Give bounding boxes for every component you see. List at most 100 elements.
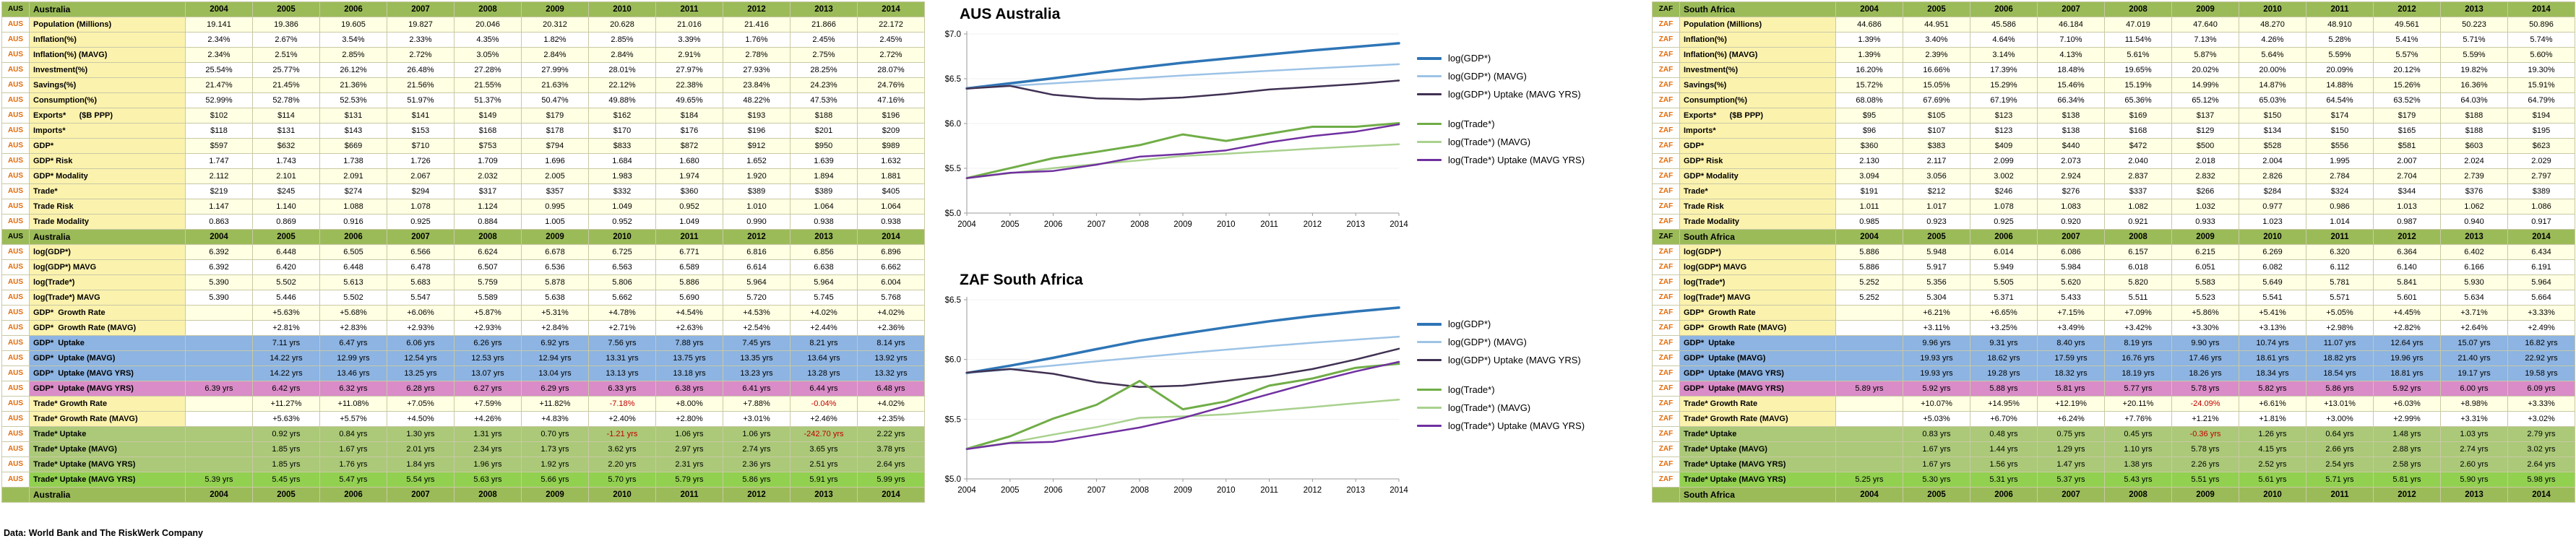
value-cell: $168 bbox=[2104, 123, 2172, 139]
value-cell: 19.28 yrs bbox=[1970, 365, 2038, 381]
value-cell: 6.624 bbox=[454, 244, 522, 260]
table-row: ZAF Savings(%) 15.72% 15.05% 15.29% 15.46% 15.… bbox=[1652, 77, 2575, 93]
table-row: ZAF Trade* Uptake (MAVG YRS) 1.67 yrs 1.56 … bbox=[1652, 456, 2575, 472]
value-cell: 0.933 bbox=[2171, 214, 2239, 230]
value-cell: +6.03% bbox=[2373, 396, 2441, 412]
value-cell: $581 bbox=[2373, 138, 2441, 154]
country-code-cell: AUS bbox=[1, 138, 30, 154]
value-cell: 2.024 bbox=[2440, 153, 2508, 169]
value-cell bbox=[1835, 335, 1903, 351]
legend-label: log(Trade*) bbox=[1448, 118, 1495, 129]
value-cell: 5.47 yrs bbox=[319, 472, 387, 488]
value-cell: 5.54 yrs bbox=[387, 472, 455, 488]
country-code-cell: AUS bbox=[1, 17, 30, 33]
value-cell: 2.45% bbox=[790, 32, 858, 48]
value-cell bbox=[1835, 305, 1903, 321]
legend-label: log(GDP*) (MAVG) bbox=[1448, 71, 1527, 82]
value-cell: 5.820 bbox=[2104, 274, 2172, 290]
data-source-caption: Data: World Bank and The RiskWerk Compan… bbox=[4, 528, 203, 538]
value-cell: 6.856 bbox=[790, 244, 858, 260]
value-cell: 1.005 bbox=[521, 214, 589, 230]
value-cell: 5.620 bbox=[2037, 274, 2105, 290]
value-cell: 5.964 bbox=[723, 274, 791, 290]
series-line bbox=[965, 347, 1400, 388]
country-code-cell: AUS bbox=[1, 214, 30, 230]
value-cell: $191 bbox=[1835, 183, 1903, 199]
table-header-row: AUS Australia 2004 2005 2006 2007 2008 2009 2010… bbox=[1, 1, 925, 17]
value-cell: +5.57% bbox=[319, 411, 387, 427]
year-header-cell: 2009 bbox=[2171, 229, 2239, 245]
table-row: AUS Population (Millions) 19.141 19.386 19.6… bbox=[1, 17, 925, 33]
country-code-cell: AUS bbox=[1, 153, 30, 169]
value-cell: 5.31 yrs bbox=[1970, 472, 2038, 488]
table-row: ZAF Population (Millions) 44.686 44.951 45.5… bbox=[1652, 17, 2575, 33]
legend-label: log(GDP*) (MAVG) bbox=[1448, 337, 1527, 347]
year-header-cell: 2004 bbox=[1835, 487, 1903, 503]
value-cell: 51.37% bbox=[454, 92, 522, 108]
value-cell: 1.06 yrs bbox=[655, 426, 723, 442]
table-row: AUS Trade* $219 $245 $274 $294 $317 $357 $332 $36… bbox=[1, 183, 925, 199]
year-header-cell: 2013 bbox=[790, 1, 858, 17]
value-cell: 1.983 bbox=[588, 168, 656, 184]
country-code-cell: AUS bbox=[1, 396, 30, 412]
value-cell: 6.563 bbox=[588, 259, 656, 275]
value-cell: +4.02% bbox=[857, 396, 925, 412]
value-cell: +4.02% bbox=[790, 305, 858, 321]
country-code-cell: ZAF bbox=[1652, 426, 1680, 442]
value-cell: 27.28% bbox=[454, 62, 522, 78]
value-cell: 17.59 yrs bbox=[2037, 350, 2105, 366]
row-label: log(Trade*) bbox=[1679, 274, 1836, 290]
value-cell: 46.184 bbox=[2037, 17, 2105, 33]
value-cell: 2.64 yrs bbox=[857, 456, 925, 472]
value-cell bbox=[1835, 456, 1903, 472]
value-cell: 15.72% bbox=[1835, 77, 1903, 93]
value-cell: 1.82% bbox=[521, 32, 589, 48]
value-cell: 7.56 yrs bbox=[588, 335, 656, 351]
value-cell: 8.40 yrs bbox=[2037, 335, 2105, 351]
value-cell: -1.21 yrs bbox=[588, 426, 656, 442]
series-line bbox=[965, 79, 1400, 100]
value-cell: 12.54 yrs bbox=[387, 350, 455, 366]
value-cell: 5.64% bbox=[2239, 47, 2306, 63]
table-row: ZAF Trade* Growth Rate (MAVG) +5.03% +6.70%… bbox=[1652, 411, 2575, 427]
value-cell: 2.91% bbox=[655, 47, 723, 63]
value-cell: 6.48 yrs bbox=[857, 381, 925, 397]
series-line bbox=[965, 143, 1400, 179]
value-cell: 1.064 bbox=[790, 199, 858, 215]
value-cell: 4.13% bbox=[2037, 47, 2105, 63]
value-cell: 65.12% bbox=[2171, 92, 2239, 108]
value-cell: 28.01% bbox=[588, 62, 656, 78]
legend-label: log(Trade*) Uptake (MAVG YRS) bbox=[1448, 420, 1585, 431]
y-tick-label: $6.5 bbox=[945, 75, 961, 84]
value-cell: $710 bbox=[387, 138, 455, 154]
value-cell: 0.84 yrs bbox=[319, 426, 387, 442]
charts-panel: AUS Australia $7.0 $6.5 $6.0 $5.5 $5.0 2004 20… bbox=[931, 0, 1650, 541]
value-cell: 27.97% bbox=[655, 62, 723, 78]
value-cell: 5.390 bbox=[185, 290, 253, 306]
value-cell: 22.38% bbox=[655, 77, 723, 93]
value-cell: 1.29 yrs bbox=[2037, 441, 2105, 457]
value-cell: 5.60% bbox=[2507, 47, 2575, 63]
value-cell: 5.649 bbox=[2239, 274, 2306, 290]
year-header-cell: 2009 bbox=[521, 487, 589, 503]
value-cell: 5.66 yrs bbox=[521, 472, 589, 488]
value-cell: +4.53% bbox=[723, 305, 791, 321]
value-cell: 1.881 bbox=[857, 168, 925, 184]
year-header-cell: 2005 bbox=[252, 487, 320, 503]
table-header-row: ZAF South Africa 2004 2005 2006 2007 2008 2009 2… bbox=[1652, 229, 2575, 245]
legend-line-swatch bbox=[1417, 407, 1442, 409]
table-row: AUS Trade* Growth Rate +11.27% +11.08% +7.05… bbox=[1, 396, 925, 412]
value-cell: $149 bbox=[454, 108, 522, 124]
table-row: AUS Trade* Uptake (MAVG) 1.85 yrs 1.67 yrs 2… bbox=[1, 441, 925, 457]
value-cell bbox=[185, 441, 253, 457]
value-cell: 6.771 bbox=[655, 244, 723, 260]
value-cell: $196 bbox=[857, 108, 925, 124]
value-cell: 21.45% bbox=[252, 77, 320, 93]
country-code-cell: ZAF bbox=[1652, 123, 1680, 139]
legend-line-swatch bbox=[1417, 56, 1442, 60]
value-cell: 48.22% bbox=[723, 92, 791, 108]
value-cell: 6.816 bbox=[723, 244, 791, 260]
value-cell: 20.00% bbox=[2239, 62, 2306, 78]
year-header-cell: 2007 bbox=[387, 487, 455, 503]
table-footer-row: Australia 2004 2005 2006 2007 2008 2009 2010 201… bbox=[1, 487, 925, 503]
